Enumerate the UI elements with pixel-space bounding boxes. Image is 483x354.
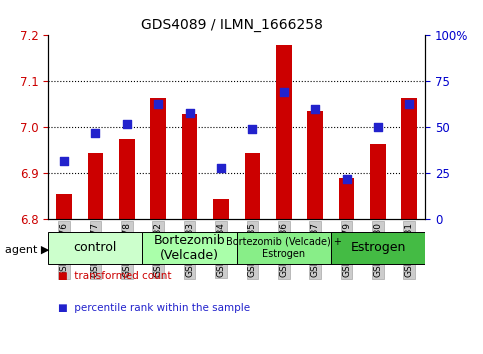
Point [217,165,225,171]
Text: Bortezomib (Velcade) +
Estrogen: Bortezomib (Velcade) + Estrogen [226,237,341,259]
Text: control: control [74,241,117,254]
Bar [182,114,198,219]
Point [343,176,351,182]
Point [312,106,319,112]
Point [280,90,288,95]
Bar [307,111,323,219]
Text: ■  transformed count: ■ transformed count [58,271,171,281]
Bar [331,232,425,264]
Bar [244,153,260,219]
Point [92,130,99,136]
Bar [213,199,229,219]
Text: agent ▶: agent ▶ [5,245,49,255]
Point [186,110,194,115]
Bar [150,97,166,219]
Point [374,125,382,130]
Bar [276,45,292,219]
Point [406,101,413,106]
Bar [56,194,72,219]
Point [249,126,256,132]
Bar [142,232,237,264]
Bar [401,97,417,219]
Text: GDS4089 / ILMN_1666258: GDS4089 / ILMN_1666258 [141,18,323,32]
Bar [237,232,331,264]
Bar [339,178,355,219]
Point [155,101,162,106]
Text: ■  percentile rank within the sample: ■ percentile rank within the sample [58,303,250,313]
Bar [119,139,135,219]
Bar [87,153,103,219]
Bar [370,144,386,219]
Point [60,158,68,164]
Text: Estrogen: Estrogen [350,241,406,254]
Point [123,121,130,127]
Text: Bortezomib
(Velcade): Bortezomib (Velcade) [154,234,226,262]
Bar [48,232,142,264]
